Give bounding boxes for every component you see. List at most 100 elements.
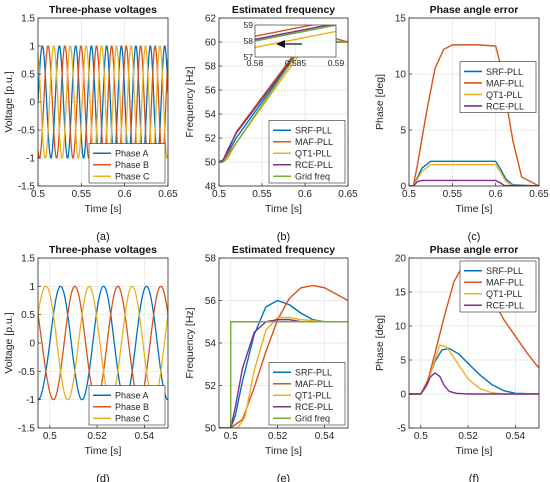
y-tick-label: 58 [205, 254, 217, 265]
x-tick-label: 0.5 [224, 431, 238, 442]
legend-entry: MAF-PLL [295, 137, 333, 147]
legend-entry: Phase C [115, 414, 150, 424]
y-tick-label: 54 [205, 339, 217, 350]
x-tick-label: 0.6 [298, 189, 312, 200]
y-tick-label: 1 [29, 42, 35, 53]
panel-label: (b) [277, 231, 290, 243]
y-tick-label: 10 [395, 322, 407, 333]
x-tick-label: 0.54 [135, 431, 155, 442]
y-tick-label: 0 [29, 98, 35, 109]
y-tick-label: 15 [395, 14, 407, 25]
x-tick-label: 0.5 [212, 189, 226, 200]
series-phase-c [38, 45, 168, 159]
series-maf-pll [409, 44, 539, 186]
chart-title: Estimated frequency [232, 244, 335, 256]
x-tick-label: 0.55 [443, 189, 463, 200]
series-group [219, 284, 348, 428]
legend-entry: QT1-PLL [295, 391, 332, 401]
chart-title: Phase angle error [430, 4, 519, 16]
legend-entry: Phase A [115, 149, 149, 159]
legend-entry: QT1-PLL [486, 289, 523, 299]
panel-1: 0.5 0.55 0.6 0.65 -1.5 -1 -0.5 0 0.5 1 1.5 Three-ph… [3, 4, 178, 243]
y-tick-label: 15 [395, 288, 407, 299]
y-tick-label: -5 [397, 424, 406, 435]
y-tick-label: 1.5 [21, 254, 35, 265]
x-axis-label: Time [s] [265, 203, 302, 215]
x-axis-label: Time [s] [456, 203, 493, 215]
y-tick-label: 0 [29, 339, 35, 350]
x-tick-label: 0.5 [43, 431, 57, 442]
inset-box [254, 24, 337, 58]
series-phase-a [38, 45, 168, 159]
x-tick-label: 0.65 [158, 189, 178, 200]
x-axis-label: Time [s] [265, 445, 302, 457]
y-tick-label: 52 [205, 134, 217, 145]
y-tick-label: 0.5 [21, 310, 35, 321]
series-qt1-pll [219, 316, 348, 428]
y-tick-label: -1.5 [18, 182, 36, 193]
chart-title: Estimated frequency [232, 4, 335, 16]
panel-label: (f) [469, 473, 479, 482]
inset-x-tick-label: 0.59 [328, 58, 345, 68]
legend-entry: RCE-PLL [295, 402, 333, 412]
inset-x-tick-label: 0.58 [247, 58, 264, 68]
x-tick-label: 0.65 [338, 189, 358, 200]
x-tick-label: 0.6 [118, 189, 132, 200]
legend-entry: SRF-PLL [486, 67, 523, 77]
y-tick-label: 0 [400, 390, 406, 401]
panel-label: (a) [96, 231, 109, 243]
x-tick-label: 0.65 [529, 189, 549, 200]
series-rce-pll [409, 372, 539, 395]
y-tick-label: -0.5 [18, 367, 36, 378]
y-tick-label: -0.5 [18, 126, 36, 137]
series-phase-a [38, 285, 168, 401]
x-axis-label: Time [s] [456, 445, 493, 457]
y-tick-label: 58 [205, 62, 217, 73]
x-tick-label: 0.54 [506, 431, 526, 442]
legend-entry: RCE-PLL [295, 160, 333, 170]
chart-title: Three-phase voltages [49, 4, 157, 16]
y-tick-label: 1.5 [21, 14, 35, 25]
legend-entry: MAF-PLL [486, 278, 524, 288]
x-tick-label: 0.52 [268, 431, 288, 442]
x-axis-label: Time [s] [85, 445, 122, 457]
axes-box [408, 257, 540, 429]
y-tick-label: 1 [29, 282, 35, 293]
y-axis-label: Voltage [p.u.] [3, 71, 15, 132]
y-axis-label: Phase [deg] [374, 315, 386, 371]
series-group [409, 44, 539, 186]
x-tick-label: 0.5 [31, 189, 45, 200]
y-tick-label: 0 [400, 182, 406, 193]
inset-series-qt1-pll [255, 30, 336, 49]
y-tick-label: 5 [400, 356, 406, 367]
inset-y-tick-label: 57 [244, 52, 254, 62]
arrow-icon [276, 40, 302, 48]
y-axis-label: Phase [deg] [374, 74, 386, 130]
inset: 0.58 0.585 0.59 57 58 59 [244, 20, 345, 68]
legend-entry: Phase A [115, 391, 149, 401]
series-rce-pll [219, 318, 348, 428]
legend-entry: Phase C [115, 172, 150, 182]
panel-6: 0.5 0.52 0.54 -5 0 5 10 15 20 Phase angle error Ti… [374, 244, 540, 482]
y-tick-label: 10 [395, 70, 407, 81]
y-tick-label: 0.5 [21, 70, 35, 81]
inset-series [255, 25, 336, 49]
y-tick-label: 52 [205, 381, 217, 392]
inset-series-rce-pll [255, 25, 332, 41]
legend-entry: Grid freq [295, 414, 330, 424]
legend-box [459, 61, 537, 113]
x-axis-label: Time [s] [85, 203, 122, 215]
legend-entry: SRF-PLL [486, 266, 523, 276]
x-tick-label: 0.55 [72, 189, 92, 200]
y-axis-label: Frequency [Hz] [184, 307, 196, 378]
series-qt1-pll [409, 164, 539, 186]
y-tick-label: -1 [26, 154, 35, 165]
x-tick-label: 0.6 [489, 189, 503, 200]
panel-3: 0.5 0.55 0.6 0.65 0 5 10 15 Phase angle error Tim… [374, 4, 549, 243]
y-tick-label: -1 [26, 395, 35, 406]
